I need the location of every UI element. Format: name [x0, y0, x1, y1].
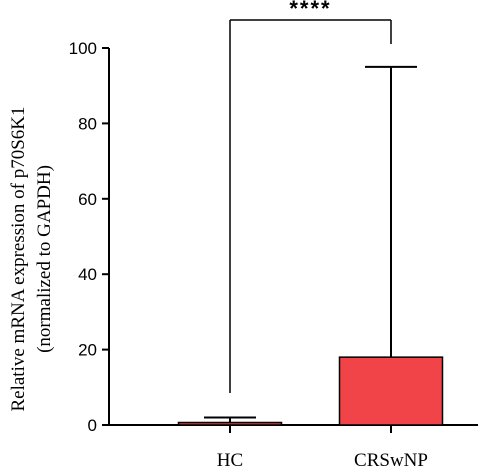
y-tick-label: 60: [78, 190, 97, 209]
x-tick-label: HC: [217, 450, 243, 471]
x-axis: HC CRSwNP: [109, 424, 478, 471]
x-tick-label: CRSwNP: [354, 450, 428, 471]
y-axis: 0 20 40 60 80 100: [69, 39, 110, 435]
bars: [177, 65, 444, 426]
y-axis-title-line1: Relative mRNA expression of p70S6K1: [8, 106, 29, 411]
y-axis-title: Relative mRNA expression of p70S6K1 (nor…: [8, 106, 55, 411]
y-axis-title-line2: (normalized to GAPDH): [34, 165, 55, 353]
y-tick-label: 100: [69, 39, 97, 58]
y-tick-label: 20: [78, 341, 97, 360]
y-tick-label: 80: [78, 114, 97, 133]
significance-bracket: ****: [229, 0, 392, 393]
bar: [177, 421, 283, 426]
bar: [338, 356, 444, 426]
y-tick-label: 0: [88, 416, 97, 435]
significance-label: ****: [289, 0, 331, 21]
y-tick-label: 40: [78, 265, 97, 284]
